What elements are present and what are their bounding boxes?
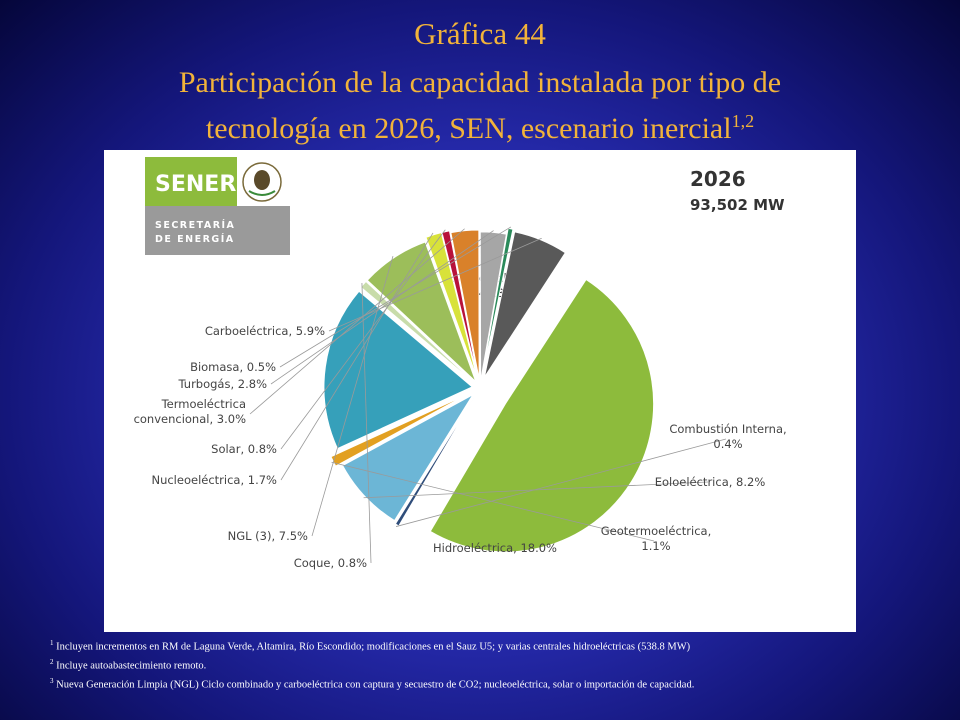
subtitle-line-1: Participación de la capacidad instalada …: [178, 66, 782, 99]
slice-label-line: Eoloeléctrica, 8.2%: [655, 475, 766, 489]
slice-label: Biomasa, 0.5%: [190, 360, 276, 374]
leader-line: [395, 438, 727, 527]
footnote-3: 3 Nueva Generación Limpia (NGL) Ciclo co…: [50, 674, 930, 693]
slice-label: Geotermoeléctrica, 1.1%: [601, 524, 712, 553]
chart-year-label: 2026: [690, 167, 746, 191]
slice-label: Hidroeléctrica, 18.0%: [433, 541, 557, 555]
leader-line: [311, 256, 394, 537]
pie-slice: [429, 279, 654, 553]
footnote-2: 2 Incluye autoabastecimiento remoto.: [50, 655, 930, 674]
leader-line: [270, 230, 494, 385]
logo-subtitle-1: SECRETARÍA: [155, 219, 235, 231]
footnote-num: 2: [50, 658, 54, 666]
slice-label-line: Nucleoeléctrica, 1.7%: [151, 473, 277, 487]
sener-logo: SENER SECRETARÍA DE ENERGÍA: [145, 157, 290, 255]
slice-label-line: Biomasa, 0.5%: [190, 360, 276, 374]
chart-title: Gráfica 44: [414, 16, 546, 51]
slice-label: Turbogás, 2.8%: [178, 377, 268, 391]
slice-label-line: Hidroeléctrica, 18.0%: [433, 541, 557, 555]
slice-label-line: convencional, 3.0%: [134, 412, 247, 426]
pie-slice: [342, 393, 474, 522]
pie-slice: [366, 241, 476, 382]
slice-label-line: Geotermoeléctrica,: [601, 524, 712, 538]
leader-line: [279, 226, 512, 368]
slice-label: Carboeléctrica, 5.9%: [205, 324, 325, 338]
footnote-num: 1: [50, 639, 54, 647]
slice-label: NGL (3), 7.5%: [228, 529, 308, 543]
pie-slice: [450, 229, 480, 379]
pie-slice: [441, 230, 478, 377]
footnote-num: 3: [50, 677, 54, 685]
slice-label-line: 0.4%: [713, 437, 742, 451]
slice-label-line: NGL (3), 7.5%: [228, 529, 308, 543]
slice-label: Nucleoeléctrica, 1.7%: [151, 473, 277, 487]
pie-slice: [323, 290, 473, 450]
slice-label: Solar, 0.8%: [211, 442, 277, 456]
chart-total-label: 93,502 MW: [690, 196, 785, 214]
slice-label-line: Combustión Interna,: [669, 422, 786, 436]
pie-slice: [360, 281, 475, 383]
slice-label-line: 1.1%: [641, 539, 670, 553]
leader-line: [328, 237, 542, 332]
eagle-emblem-icon: [242, 162, 282, 202]
slice-label-line: Coque, 0.8%: [294, 556, 367, 570]
subtitle-line-2: tecnología en 2026, SEN, escenario inerc…: [205, 112, 732, 145]
footnote-1: 1 Incluyen incrementos en RM de Laguna V…: [50, 636, 930, 655]
leader-line: [363, 481, 709, 499]
slice-label-line: Solar, 0.8%: [211, 442, 277, 456]
logo-grey-band: [145, 206, 290, 255]
leader-line: [249, 228, 465, 415]
leader-line: [280, 229, 446, 450]
pie-slice: [479, 231, 507, 381]
logo-subtitle-2: DE ENERGÍA: [155, 233, 235, 245]
logo-green-block: [145, 157, 237, 206]
slice-label: Combustión Interna, 0.4%: [669, 422, 786, 451]
footnote-text: Incluyen incrementos en RM de Laguna Ver…: [56, 641, 691, 653]
pie-slice: [484, 231, 566, 378]
leader-line: [361, 283, 372, 564]
slice-label-line: Turbogás, 2.8%: [178, 377, 268, 391]
footnotes: 1 Incluyen incrementos en RM de Laguna V…: [50, 636, 930, 693]
slice-label-line: Carboeléctrica, 5.9%: [205, 324, 325, 338]
slice-label: Coque, 0.8%: [294, 556, 367, 570]
chart-subtitle: Participación de la capacidad instalada …: [0, 64, 960, 148]
footnote-text: Incluye autoabastecimiento remoto.: [56, 660, 207, 672]
subtitle-superscript: 1,2: [731, 111, 755, 131]
leader-line: [331, 461, 655, 542]
slice-label-line: Termoeléctrica: [161, 397, 246, 411]
slice-label: Termoeléctrica convencional, 3.0%: [134, 397, 247, 426]
footnote-text: Nueva Generación Limpia (NGL) Ciclo comb…: [56, 679, 695, 691]
logo-name: SENER: [155, 172, 236, 197]
slice-label: Eoloeléctrica, 8.2%: [655, 475, 766, 489]
leader-line: [280, 232, 434, 481]
